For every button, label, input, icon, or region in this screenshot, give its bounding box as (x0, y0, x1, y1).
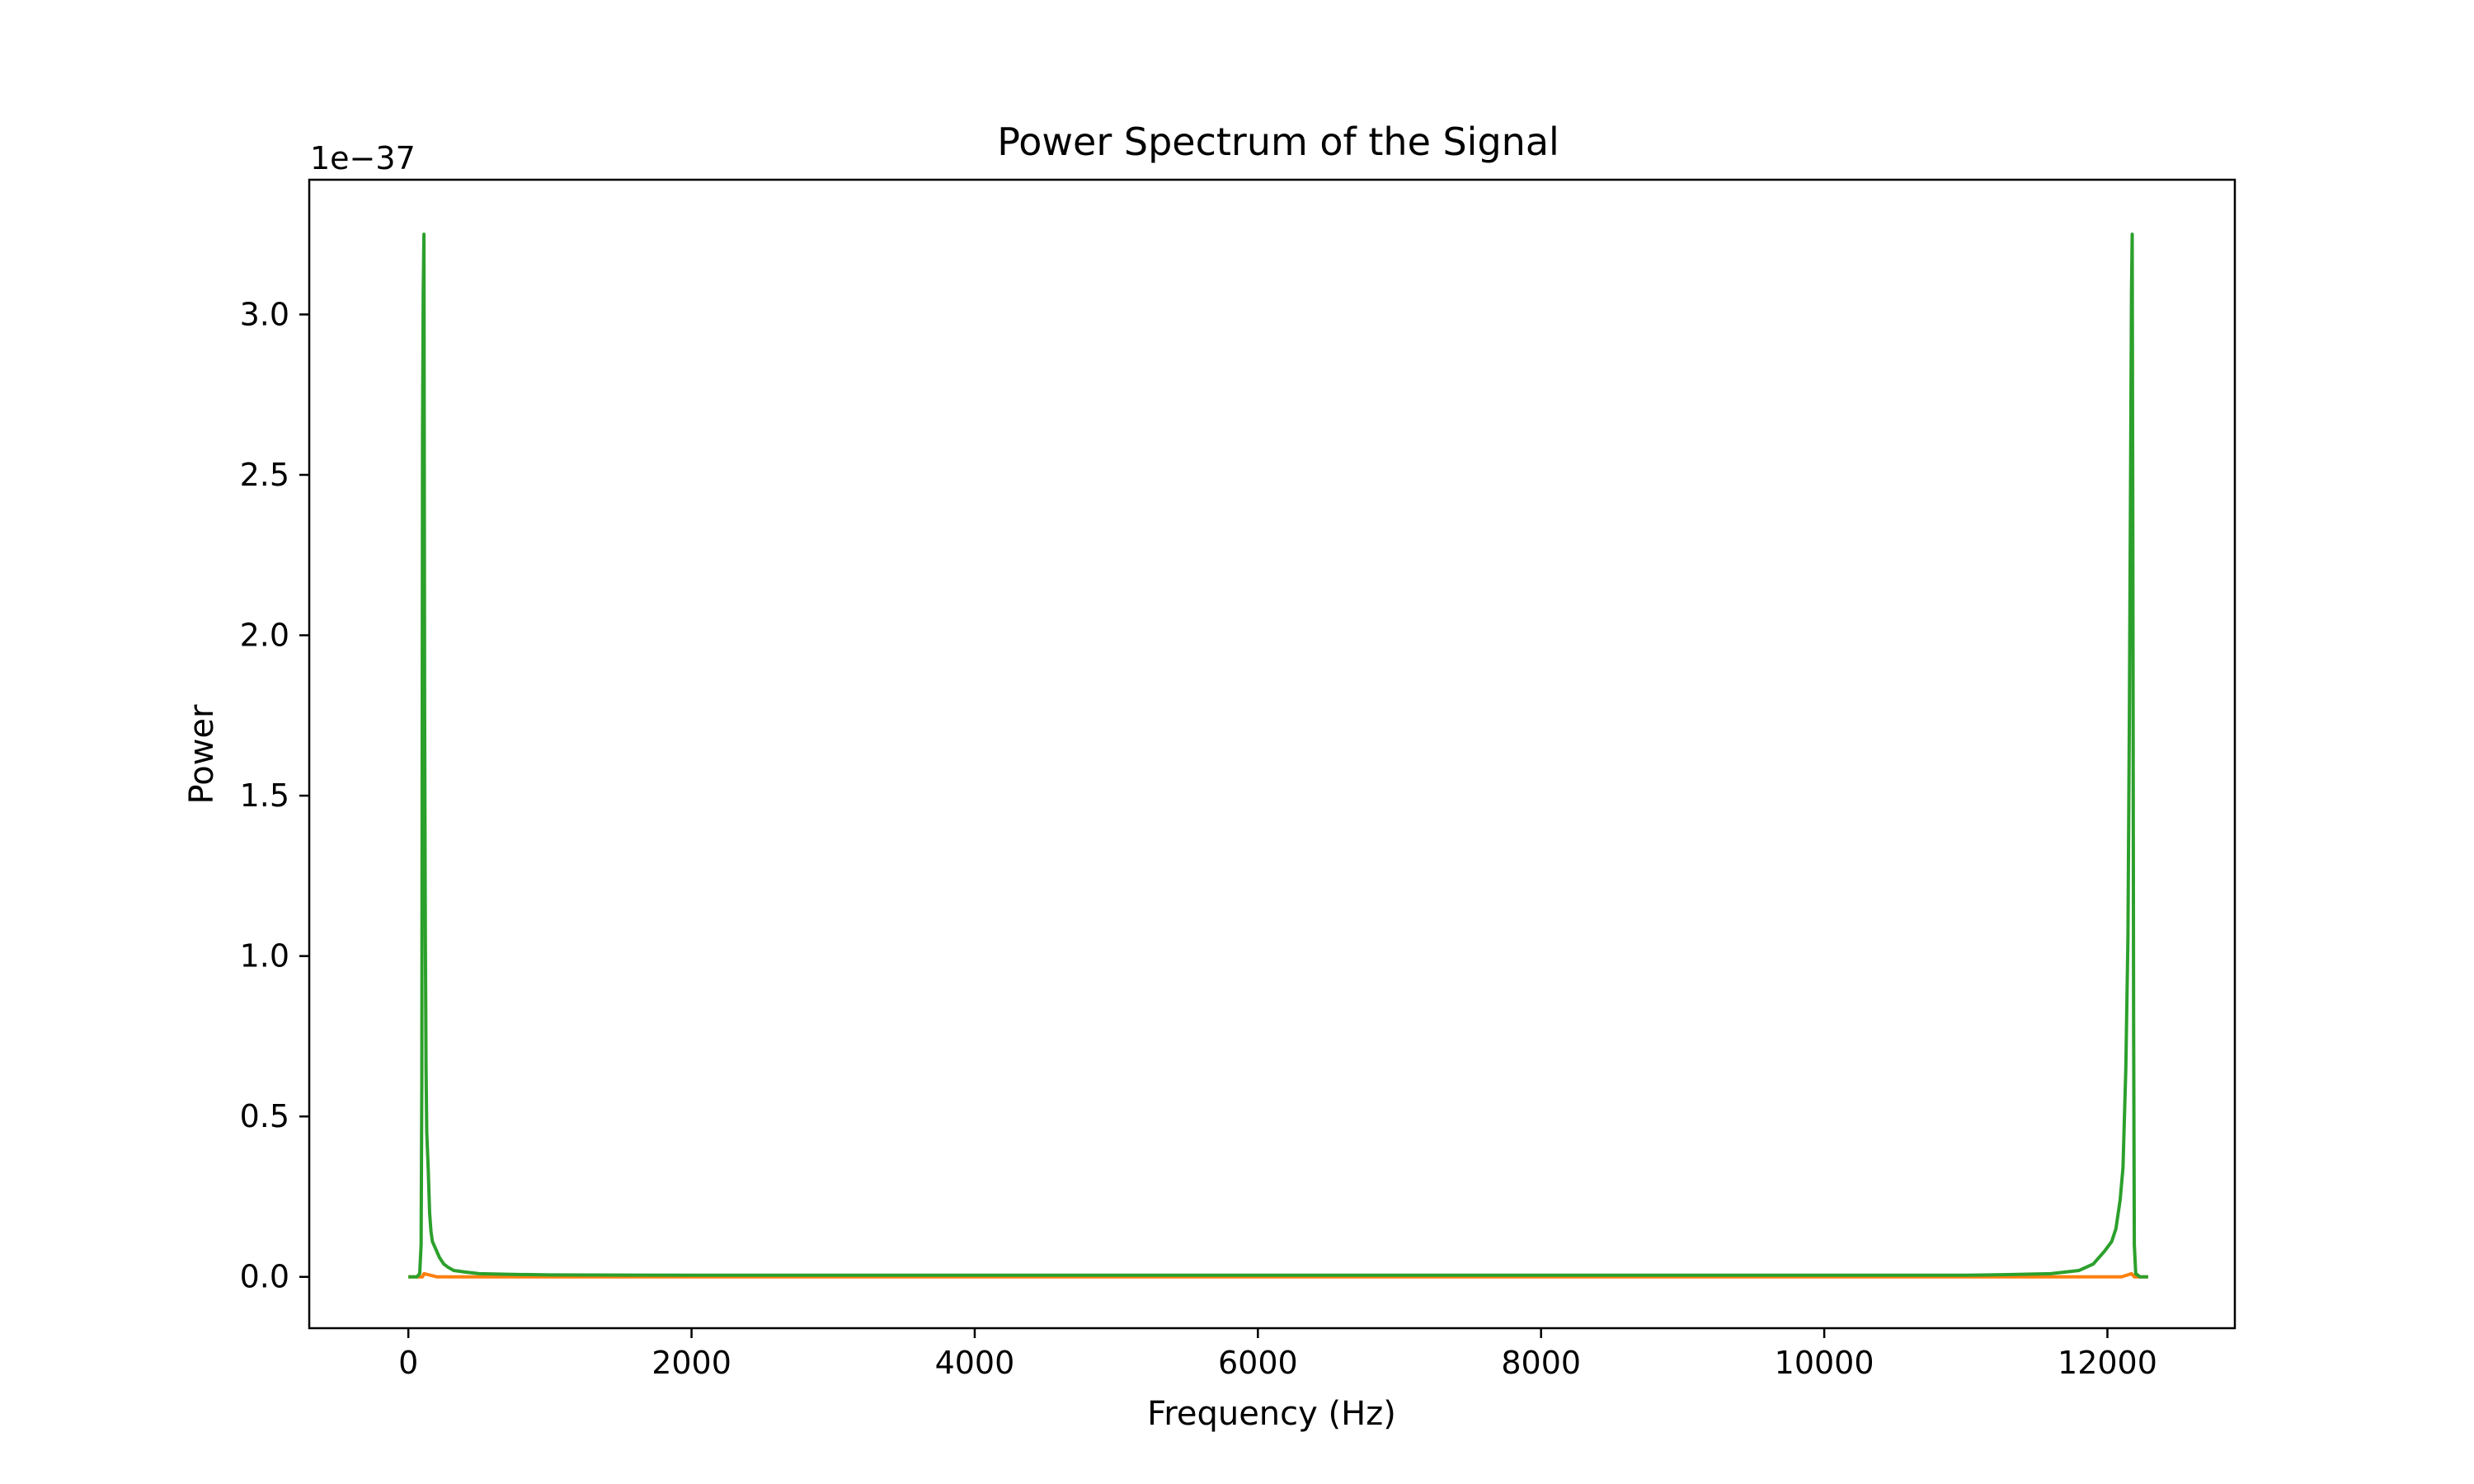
y-axis-label: Power (183, 704, 221, 804)
plot-area (308, 178, 2236, 1330)
x-tick-label: 8000 (1501, 1345, 1581, 1381)
x-axis-ticks: 0 2000 4000 6000 8000 10000 12000 (398, 1328, 2157, 1381)
y-tick-label: 2.5 (240, 457, 289, 493)
y-axis-offset-label: 1e−37 (310, 140, 416, 176)
x-axis-label: Frequency (Hz) (1147, 1395, 1396, 1433)
y-tick-label: 2.0 (240, 618, 289, 654)
y-tick-label: 0.5 (240, 1098, 289, 1134)
series-layer (408, 232, 2148, 1279)
x-tick-label: 0 (398, 1345, 418, 1381)
y-tick-label: 0.0 (240, 1259, 289, 1295)
chart-title: Power Spectrum of the Signal (997, 120, 1559, 164)
y-tick-label: 1.5 (240, 777, 289, 814)
x-tick-label: 10000 (1775, 1345, 1874, 1381)
x-tick-label: 2000 (651, 1345, 731, 1381)
axes-frame (308, 178, 2236, 1330)
x-tick-label: 4000 (935, 1345, 1015, 1381)
series-line-2 (408, 232, 2148, 1279)
x-tick-label: 6000 (1218, 1345, 1298, 1381)
y-tick-label: 1.0 (240, 938, 289, 974)
y-axis-ticks: 0.0 0.5 1.0 1.5 2.0 2.5 3.0 (240, 296, 309, 1295)
y-tick-label: 3.0 (240, 296, 289, 332)
x-tick-label: 12000 (2058, 1345, 2157, 1381)
